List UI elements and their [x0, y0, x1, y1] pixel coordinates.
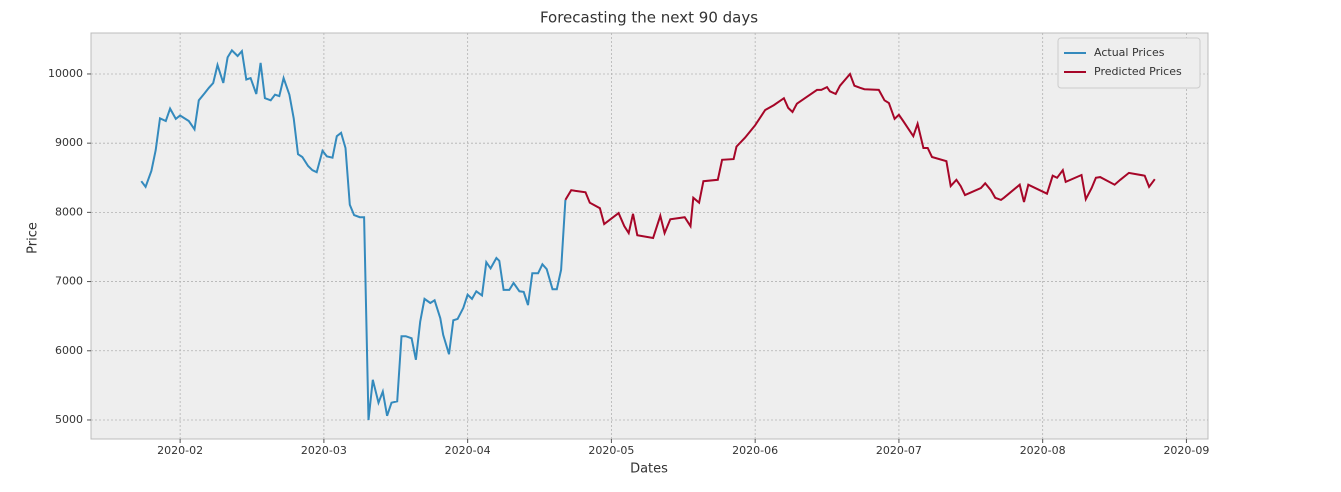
- x-tick-label: 2020-07: [876, 444, 922, 457]
- legend-label: Actual Prices: [1094, 46, 1165, 59]
- y-tick-label: 6000: [55, 344, 83, 357]
- series-line: [140, 48, 567, 421]
- legend-label: Predicted Prices: [1094, 65, 1182, 78]
- y-tick-label: 10000: [48, 67, 83, 80]
- y-axis-label: Price: [26, 222, 41, 254]
- x-tick-label: 2020-09: [1163, 444, 1209, 457]
- y-tick-label: 5000: [55, 413, 83, 426]
- y-tick-label: 8000: [55, 205, 83, 218]
- grid: 5000 6000 7000 8000 9000 10000 2020-02 2020-03 2…: [48, 33, 1209, 457]
- lines: [140, 48, 1156, 421]
- series-line: [564, 72, 1156, 240]
- y-tick-label: 7000: [55, 275, 83, 288]
- chart-title: Forecasting the next 90 days: [540, 9, 758, 27]
- x-tick-label: 2020-04: [445, 444, 491, 457]
- legend: Actual Prices Predicted Prices: [1057, 37, 1201, 89]
- plot-area: [90, 32, 1209, 440]
- legend-box: [1057, 37, 1201, 89]
- x-axis-label: Dates: [630, 462, 668, 477]
- x-tick-label: 2020-02: [157, 444, 203, 457]
- x-tick-label: 2020-08: [1020, 444, 1066, 457]
- x-tick-label: 2020-03: [301, 444, 347, 457]
- x-tick-label: 2020-05: [588, 444, 634, 457]
- y-tick-label: 9000: [55, 136, 83, 149]
- x-tick-label: 2020-06: [732, 444, 778, 457]
